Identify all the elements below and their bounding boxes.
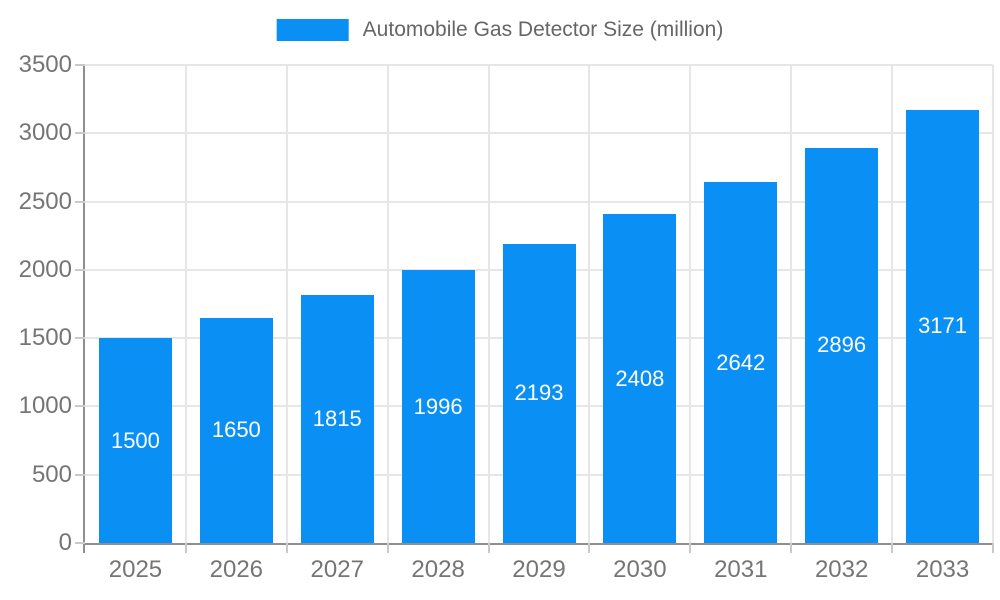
gridline-horizontal [85, 200, 993, 203]
bar-value-label: 1815 [312, 406, 362, 432]
y-tick [75, 132, 85, 135]
bar-value-label: 2896 [817, 332, 867, 358]
bar-2031: 2642 [704, 182, 778, 543]
gridline-vertical [790, 65, 793, 543]
x-axis-tick-label: 2026 [209, 556, 264, 583]
y-tick [75, 200, 85, 203]
x-axis-tick-label: 2032 [814, 556, 869, 583]
y-axis-line [83, 65, 85, 553]
bar-2030: 2408 [603, 214, 677, 543]
x-tick [184, 543, 187, 553]
x-axis-tick-label: 2025 [108, 556, 163, 583]
y-tick [75, 405, 85, 408]
bar-2028: 1996 [401, 270, 475, 543]
bar-value-label: 2408 [615, 365, 665, 391]
bar-value-label: 2642 [716, 349, 766, 375]
bar-value-label: 1500 [110, 427, 160, 453]
legend-label: Automobile Gas Detector Size (million) [362, 18, 724, 41]
y-tick [75, 473, 85, 476]
y-tick [75, 542, 85, 544]
y-tick [75, 268, 85, 271]
y-axis-tick-label: 3000 [18, 119, 72, 147]
x-axis-tick-label: 2033 [915, 556, 970, 583]
bar-value-label: 2193 [514, 380, 564, 406]
bar-value-label: 1996 [413, 393, 463, 419]
gridline-vertical [184, 65, 187, 543]
legend-swatch-icon [276, 19, 349, 41]
gridline-vertical [891, 65, 894, 543]
gridline-vertical [689, 65, 692, 543]
bars-layer: 1500 1650 1815 1996 2193 2408 2642 2896 3171 [85, 65, 993, 543]
x-tick [992, 543, 994, 553]
x-tick [386, 543, 389, 553]
x-axis-tick-label: 2030 [613, 556, 667, 583]
bar-2029: 2193 [502, 243, 576, 543]
gridline-horizontal [85, 132, 993, 135]
y-tick [75, 64, 85, 66]
y-axis-tick-label: 500 [31, 460, 72, 488]
x-tick [487, 543, 490, 553]
gridline-vertical [386, 65, 389, 543]
x-tick [285, 543, 288, 553]
chart-legend: Automobile Gas Detector Size (million) [276, 17, 724, 43]
y-tick [75, 337, 85, 340]
bar-2027: 1815 [300, 295, 374, 543]
plot-area: 1500 1650 1815 1996 2193 2408 2642 2896 3171 [83, 64, 994, 553]
bar-2026: 1650 [199, 317, 273, 543]
bar-2025: 1500 [98, 338, 172, 543]
x-axis-tick-label: 2031 [714, 556, 768, 583]
gridline-vertical [992, 65, 994, 543]
y-axis-tick-label: 2500 [18, 187, 72, 215]
x-tick [588, 543, 591, 553]
y-axis-tick-label: 1500 [18, 324, 72, 352]
gridline-horizontal [85, 64, 993, 66]
x-tick [891, 543, 894, 553]
gridline-vertical [285, 65, 288, 543]
y-axis-tick-label: 0 [58, 529, 72, 556]
y-axis-tick-label: 1000 [18, 392, 72, 420]
bar-2033: 3171 [906, 109, 980, 543]
bar-2032: 2896 [805, 147, 879, 543]
bar-value-label: 3171 [918, 313, 968, 339]
bar-value-label: 1650 [211, 417, 261, 443]
x-axis-tick-label: 2027 [310, 556, 364, 583]
gridline-vertical [487, 65, 490, 543]
x-axis-line [83, 543, 993, 545]
x-tick [689, 543, 692, 553]
gridline-vertical [588, 65, 591, 543]
x-axis-tick-label: 2029 [512, 556, 566, 583]
y-axis-tick-label: 3500 [18, 51, 72, 78]
y-axis-tick-label: 2000 [18, 255, 72, 283]
x-tick [790, 543, 793, 553]
x-axis-tick-label: 2028 [411, 556, 465, 583]
